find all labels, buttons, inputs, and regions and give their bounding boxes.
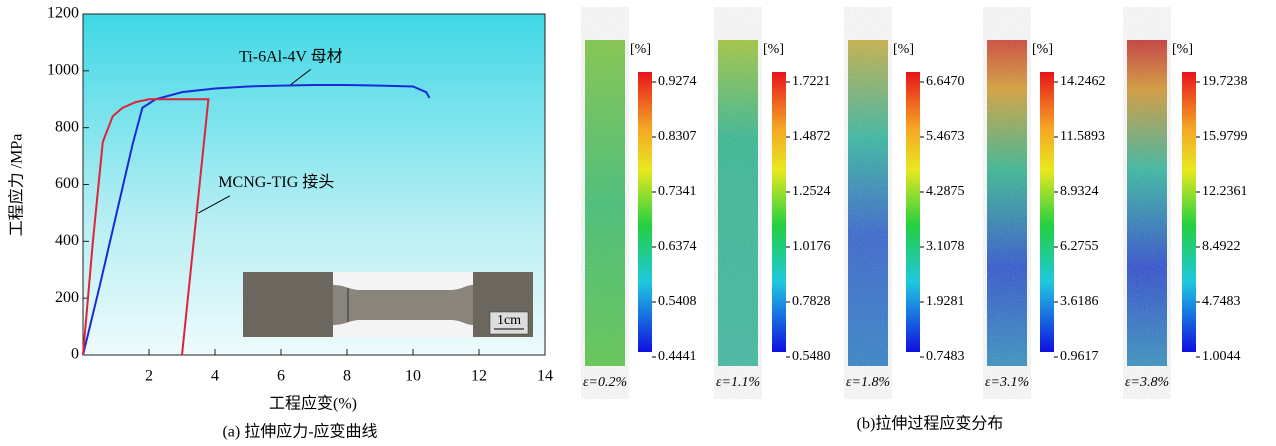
colorbar-tick-label: 0.5408 — [658, 294, 697, 309]
x-tick-label: 2 — [145, 368, 153, 385]
strain-noise — [848, 40, 888, 366]
colorbar-tick-label: 0.7341 — [658, 184, 697, 199]
colorbar-tick-label: 0.8307 — [658, 129, 697, 144]
colorbar-tick-label: 0.5480 — [792, 349, 831, 364]
y-tick-label: 0 — [71, 346, 79, 363]
y-tick-label: 600 — [55, 175, 79, 192]
strain-label: ε=1.8% — [846, 375, 890, 390]
colorbar — [772, 72, 786, 352]
colorbar-tick-label: 4.2875 — [926, 184, 965, 199]
series-annotation: Ti-6Al-4V 母材 — [239, 48, 343, 66]
colorbar-tick-label: 0.7828 — [792, 294, 831, 309]
colorbar — [638, 72, 652, 352]
colorbar-tick-label: 1.2524 — [792, 184, 831, 199]
unit-label: [%] — [1172, 42, 1193, 57]
scale-label: 1cm — [497, 313, 521, 328]
colorbar-tick-label: 12.2361 — [1202, 184, 1248, 199]
series-annotation: MCNG-TIG 接头 — [218, 173, 334, 191]
y-tick-label: 1000 — [47, 62, 79, 79]
colorbar-tick-label: 1.0176 — [792, 239, 831, 254]
strain-label: ε=1.1% — [716, 375, 760, 390]
unit-label: [%] — [1032, 42, 1053, 57]
colorbar-tick-label: 8.9324 — [1060, 184, 1099, 199]
colorbar-tick-label: 0.7483 — [926, 349, 965, 364]
y-tick-label: 800 — [55, 118, 79, 135]
caption: (b)拉伸过程应变分布 — [857, 414, 1004, 433]
unit-label: [%] — [893, 42, 914, 57]
x-tick-label: 14 — [537, 368, 553, 385]
strain-noise — [987, 40, 1027, 366]
x-tick-label: 10 — [405, 368, 421, 385]
colorbar-tick-label: 8.4922 — [1202, 239, 1241, 254]
colorbar-tick-label: 11.5893 — [1060, 129, 1105, 144]
colorbar-tick-label: 14.2462 — [1060, 74, 1106, 89]
colorbar-tick-label: 6.2755 — [1060, 239, 1099, 254]
colorbar-tick-label: 1.0044 — [1202, 349, 1241, 364]
x-tick-label: 6 — [277, 368, 285, 385]
unit-label: [%] — [763, 42, 784, 57]
colorbar-tick-label: 3.1078 — [926, 239, 965, 254]
y-tick-label: 200 — [55, 289, 79, 306]
x-axis-label: 工程应变(%) — [269, 394, 357, 413]
y-tick-label: 400 — [55, 232, 79, 249]
colorbar-tick-label: 0.9274 — [658, 74, 697, 89]
x-tick-label: 12 — [471, 368, 487, 385]
colorbar-tick-label: 3.6186 — [1060, 294, 1099, 309]
caption: (a) 拉伸应力-应变曲线 — [222, 422, 377, 441]
colorbar-tick-label: 4.7483 — [1202, 294, 1241, 309]
x-tick-label: 8 — [343, 368, 351, 385]
colorbar-tick-label: 6.6470 — [926, 74, 965, 89]
y-axis-label: 工程应力 /MPa — [7, 134, 26, 237]
strain-label: ε=3.1% — [985, 375, 1029, 390]
colorbar-tick-label: 0.6374 — [658, 239, 697, 254]
colorbar-tick-label: 1.4872 — [792, 129, 831, 144]
colorbar-tick-label: 1.9281 — [926, 294, 965, 309]
unit-label: [%] — [630, 42, 651, 57]
colorbar-tick-label: 5.4673 — [926, 129, 965, 144]
strain-label: ε=0.2% — [583, 375, 627, 390]
strain-label: ε=3.8% — [1125, 375, 1169, 390]
y-tick-label: 1200 — [47, 5, 79, 22]
colorbar — [1182, 72, 1196, 352]
colorbar — [906, 72, 920, 352]
colorbar — [1040, 72, 1054, 352]
strain-noise — [718, 40, 758, 366]
colorbar-tick-label: 19.7238 — [1202, 74, 1248, 89]
figure: 1cm 工程应变(%) 工程应力 /MPa (a) 拉伸应力-应变曲线 (b)拉… — [0, 0, 1276, 446]
strain-noise — [1127, 40, 1167, 366]
strain-noise — [585, 40, 625, 366]
colorbar-tick-label: 15.9799 — [1202, 129, 1248, 144]
colorbar-tick-label: 0.9617 — [1060, 349, 1099, 364]
specimen-photo — [243, 272, 533, 337]
colorbar-tick-label: 1.7221 — [792, 74, 831, 89]
colorbar-tick-label: 0.4441 — [658, 349, 697, 364]
x-tick-label: 4 — [211, 368, 219, 385]
